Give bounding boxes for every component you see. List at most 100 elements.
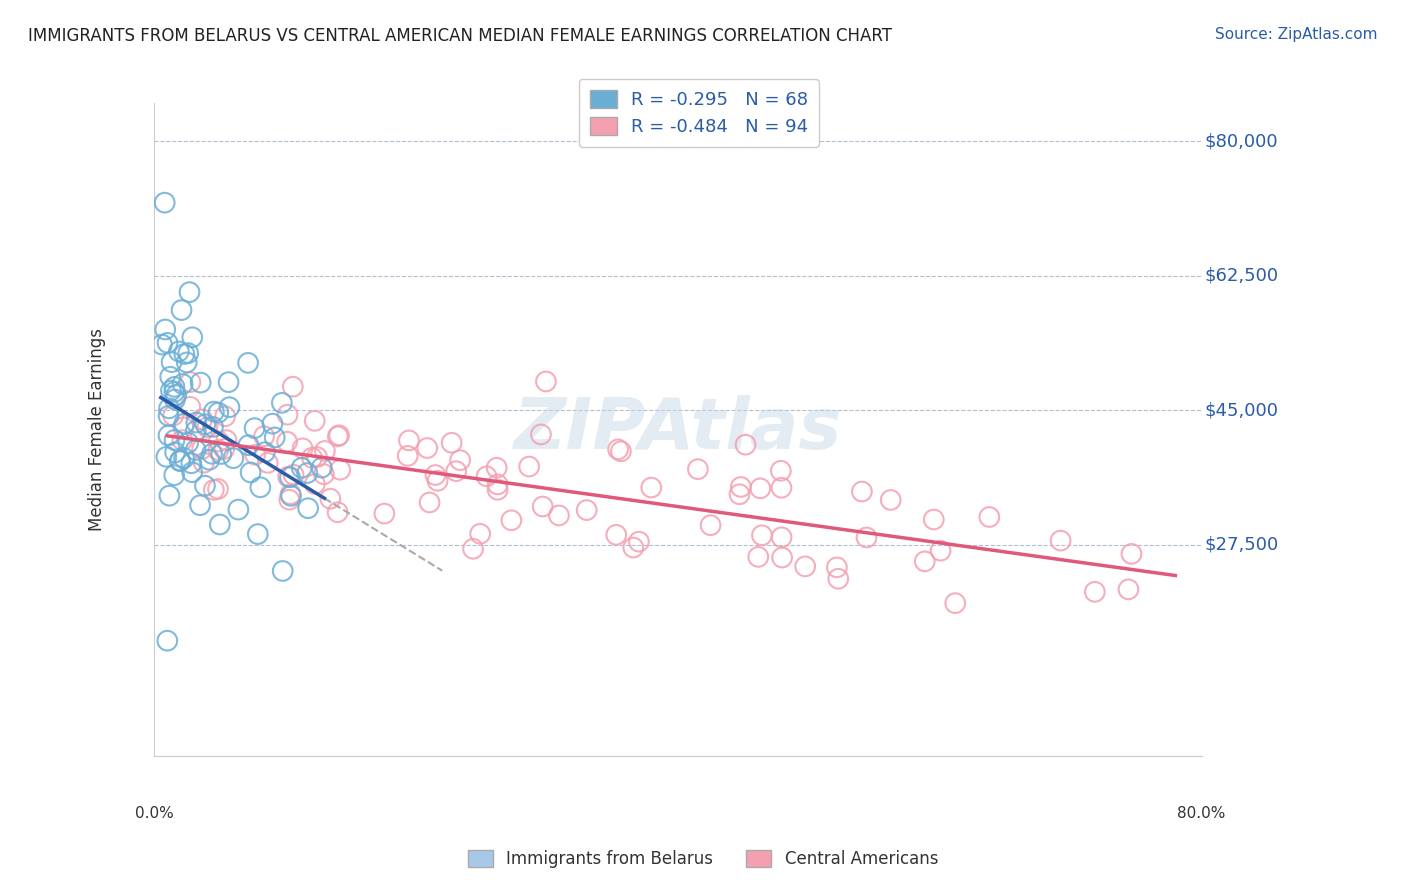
Point [212, 442, 235, 456]
Point [278, 470, 301, 484]
Point [165, 388, 187, 402]
Point [207, 482, 229, 496]
Point [155, 450, 177, 464]
Point [179, 400, 201, 414]
Point [153, 195, 176, 210]
Point [207, 443, 229, 458]
Point [640, 481, 662, 495]
Point [253, 429, 276, 443]
Point [162, 409, 184, 423]
Point [243, 448, 266, 462]
Point [686, 462, 709, 476]
Point [794, 559, 817, 574]
Point [194, 417, 217, 432]
Point [1049, 533, 1071, 548]
Point [1084, 584, 1107, 599]
Point [425, 468, 447, 483]
Point [157, 489, 180, 503]
Point [734, 438, 756, 452]
Point [607, 442, 630, 457]
Point [156, 335, 179, 350]
Point [304, 414, 326, 428]
Point [531, 500, 554, 514]
Point [239, 466, 262, 480]
Point [228, 502, 250, 516]
Point [218, 401, 240, 415]
Point [214, 409, 236, 424]
Point [929, 543, 952, 558]
Text: Source: ZipAtlas.com: Source: ZipAtlas.com [1215, 27, 1378, 42]
Point [770, 550, 793, 565]
Point [305, 450, 328, 464]
Point [749, 481, 772, 495]
Point [188, 498, 211, 512]
Point [314, 444, 336, 458]
Point [373, 507, 395, 521]
Point [246, 527, 269, 541]
Point [319, 491, 342, 506]
Point [610, 444, 633, 458]
Point [177, 346, 200, 360]
Point [280, 489, 302, 503]
Point [194, 478, 217, 492]
Point [276, 434, 298, 449]
Point [156, 633, 179, 648]
Point [461, 541, 484, 556]
Point [186, 416, 208, 430]
Point [486, 483, 509, 497]
Point [297, 466, 319, 480]
Point [256, 456, 278, 470]
Point [215, 433, 238, 447]
Point [475, 469, 498, 483]
Point [485, 460, 508, 475]
Point [281, 379, 304, 393]
Point [157, 428, 180, 442]
Point [150, 337, 173, 351]
Point [197, 420, 219, 434]
Point [163, 433, 186, 447]
Point [209, 447, 232, 461]
Point [851, 484, 873, 499]
Point [730, 480, 752, 494]
Point [207, 406, 229, 420]
Point [283, 467, 305, 482]
Legend: R = -0.295   N = 68, R = -0.484   N = 94: R = -0.295 N = 68, R = -0.484 N = 94 [579, 79, 818, 146]
Point [699, 518, 721, 533]
Text: $45,000: $45,000 [1204, 401, 1278, 419]
Point [328, 428, 350, 442]
Point [470, 526, 492, 541]
Point [176, 355, 198, 369]
Point [201, 447, 224, 461]
Point [312, 467, 335, 482]
Point [184, 424, 207, 438]
Point [501, 513, 523, 527]
Point [190, 376, 212, 390]
Point [222, 451, 245, 466]
Point [198, 452, 221, 467]
Point [297, 501, 319, 516]
Point [311, 460, 333, 475]
Point [202, 483, 225, 497]
Point [486, 477, 509, 491]
Point [191, 412, 214, 426]
Point [278, 492, 301, 507]
Point [184, 443, 207, 458]
Point [270, 396, 292, 410]
Point [249, 480, 271, 494]
Point [548, 508, 571, 523]
Point [416, 441, 439, 455]
Point [621, 541, 644, 555]
Point [419, 495, 441, 509]
Point [449, 453, 471, 467]
Point [263, 430, 285, 444]
Point [177, 435, 200, 450]
Text: $27,500: $27,500 [1204, 535, 1278, 554]
Point [605, 528, 627, 542]
Point [163, 392, 186, 407]
Point [170, 303, 193, 318]
Point [163, 468, 186, 483]
Point [291, 442, 314, 456]
Point [770, 530, 793, 544]
Point [173, 417, 195, 431]
Point [855, 531, 877, 545]
